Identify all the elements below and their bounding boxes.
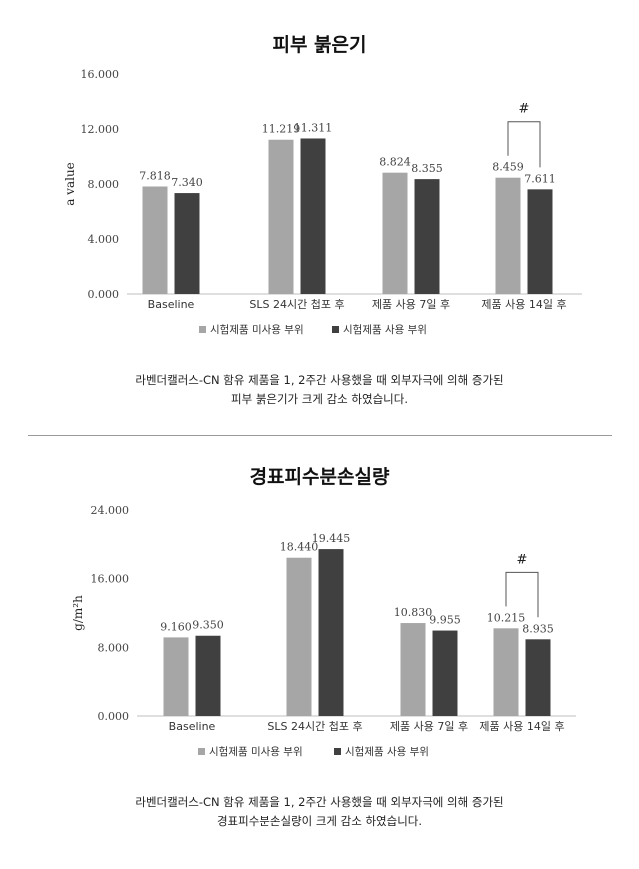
legend-label: 시험제품 미사용 부위 xyxy=(209,745,303,758)
data-label: 9.955 xyxy=(429,614,461,627)
y-tick-label: 8.000 xyxy=(88,178,120,191)
significance-marker: # xyxy=(519,102,530,117)
redness-chart-section: 피부 붉은기 0.000 4.000 8.000 12.000 16.000 a valu… xyxy=(0,0,639,420)
bar-untreated xyxy=(142,186,168,294)
bar-treated xyxy=(300,138,326,294)
bar-untreated xyxy=(268,139,294,294)
y-tick-label: 16.000 xyxy=(91,573,130,586)
y-tick-label: 8.000 xyxy=(98,641,130,654)
bar-untreated xyxy=(382,172,408,294)
bar-treated xyxy=(318,549,344,716)
tewl-bar-chart: 0.000 8.000 16.000 24.000 g/m²h 9.160 9.350 Bas… xyxy=(71,504,576,758)
data-label: 9.160 xyxy=(160,620,192,633)
caption-line: 라벤더캘러스-CN 함유 제품을 1, 2주간 사용했을 때 외부자극에 의해 … xyxy=(135,373,504,387)
y-tick-label: 0.000 xyxy=(88,288,120,301)
data-label: 8.355 xyxy=(411,162,443,175)
legend-label: 시험제품 사용 부위 xyxy=(345,745,429,758)
caption-line: 경표피수분손실량이 크게 감소 하였습니다. xyxy=(216,814,423,828)
x-category-label: 제품 사용 14일 후 xyxy=(481,297,566,311)
data-label: 11.311 xyxy=(294,121,333,134)
bar-untreated xyxy=(286,557,312,716)
legend-label: 시험제품 미사용 부위 xyxy=(210,323,304,336)
y-axis-title: a value xyxy=(63,162,77,206)
data-label: 10.215 xyxy=(487,611,526,624)
y-tick-label: 12.000 xyxy=(81,123,120,136)
y-axis-title: g/m²h xyxy=(71,595,85,631)
data-label: 7.340 xyxy=(171,176,203,189)
legend-swatch xyxy=(198,748,205,755)
bar-untreated xyxy=(495,177,521,294)
y-tick-label: 16.000 xyxy=(81,68,120,81)
bar-treated xyxy=(527,189,553,294)
data-label: 8.824 xyxy=(379,156,411,169)
section-divider xyxy=(28,435,612,436)
tewl-chart-section: 경표피수분손실량 0.000 8.000 16.000 24.000 g/m²h 9.16… xyxy=(0,436,639,869)
bar-untreated xyxy=(163,637,189,716)
data-label: 7.611 xyxy=(524,172,556,185)
x-category-label: 제품 사용 7일 후 xyxy=(372,297,450,311)
y-tick-label: 24.000 xyxy=(91,504,130,517)
caption-line: 피부 붉은기가 크게 감소 하였습니다. xyxy=(231,392,408,406)
significance-bracket xyxy=(507,121,541,168)
x-category-label: Baseline xyxy=(169,720,216,733)
data-label: 19.445 xyxy=(312,532,351,545)
significance-bracket xyxy=(505,571,539,618)
bar-treated xyxy=(414,179,440,294)
chart-title: 경표피수분손실량 xyxy=(249,466,390,488)
legend-swatch xyxy=(334,748,341,755)
data-label: 18.440 xyxy=(280,541,319,554)
legend-swatch xyxy=(199,326,206,333)
bar-treated xyxy=(174,193,200,294)
bar-untreated xyxy=(493,628,519,716)
x-category-label: 제품 사용 14일 후 xyxy=(479,719,564,733)
bar-treated xyxy=(525,639,551,716)
legend-label: 시험제품 사용 부위 xyxy=(343,323,427,336)
y-tick-label: 0.000 xyxy=(98,710,130,723)
data-label: 7.818 xyxy=(139,170,171,183)
bar-untreated xyxy=(400,623,426,716)
chart-caption: 라벤더캘러스-CN 함유 제품을 1, 2주간 사용했을 때 외부자극에 의해 … xyxy=(0,371,639,409)
chart-title: 피부 붉은기 xyxy=(272,34,367,56)
data-label: 9.350 xyxy=(192,619,224,632)
data-label: 10.830 xyxy=(394,606,433,619)
bar-treated xyxy=(432,630,458,716)
significance-marker: # xyxy=(517,552,528,567)
x-category-label: SLS 24시간 첩포 후 xyxy=(249,298,344,311)
y-tick-label: 4.000 xyxy=(88,233,120,246)
x-category-label: SLS 24시간 첩포 후 xyxy=(267,720,362,733)
bar-treated xyxy=(195,635,221,716)
data-label: 8.935 xyxy=(522,622,554,635)
data-label: 11.219 xyxy=(262,123,301,136)
x-category-label: 제품 사용 7일 후 xyxy=(390,719,468,733)
x-category-label: Baseline xyxy=(148,298,195,311)
caption-line: 라벤더캘러스-CN 함유 제품을 1, 2주간 사용했을 때 외부자극에 의해 … xyxy=(135,795,504,809)
data-label: 8.459 xyxy=(492,161,524,174)
chart-caption: 라벤더캘러스-CN 함유 제품을 1, 2주간 사용했을 때 외부자극에 의해 … xyxy=(0,793,639,831)
legend-swatch xyxy=(332,326,339,333)
